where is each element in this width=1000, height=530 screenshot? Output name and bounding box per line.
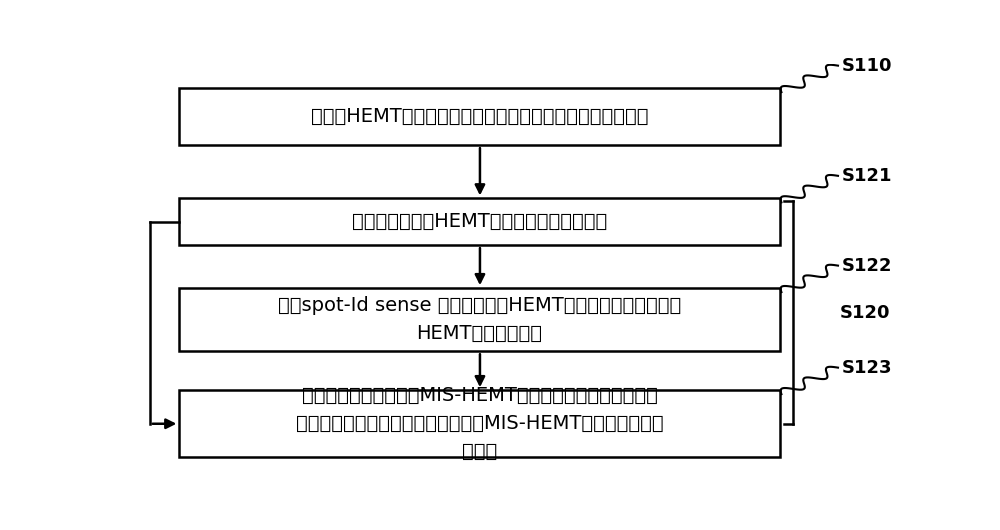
Text: S122: S122 <box>842 257 892 275</box>
Text: S121: S121 <box>842 167 892 185</box>
Text: 降低施加在所述HEMT的栅极的正向电压应力: 降低施加在所述HEMT的栅极的正向电压应力 <box>352 212 607 231</box>
Text: S123: S123 <box>842 359 892 377</box>
Text: 采用spot-Id sense 技术监测所述HEMT的放电过程，获取所述
HEMT的当前电流。: 采用spot-Id sense 技术监测所述HEMT的放电过程，获取所述 HEM… <box>278 296 681 343</box>
FancyBboxPatch shape <box>179 198 780 245</box>
Text: 对所述HEMT的栅极施加正向电压应力进行充电，至充电完毕: 对所述HEMT的栅极施加正向电压应力进行充电，至充电完毕 <box>311 107 648 126</box>
FancyBboxPatch shape <box>179 288 780 351</box>
FancyBboxPatch shape <box>179 88 780 145</box>
FancyBboxPatch shape <box>179 390 780 457</box>
Text: 根据所述当前电流以及MIS-HEMT的初始电流，确定电流改变
量，并根据所述电流改变量确定所述MIS-HEMT的当前阈值电压
漂移量: 根据所述当前电流以及MIS-HEMT的初始电流，确定电流改变 量，并根据所述电流… <box>296 386 663 461</box>
Text: S110: S110 <box>842 57 892 75</box>
Text: S120: S120 <box>840 304 890 322</box>
